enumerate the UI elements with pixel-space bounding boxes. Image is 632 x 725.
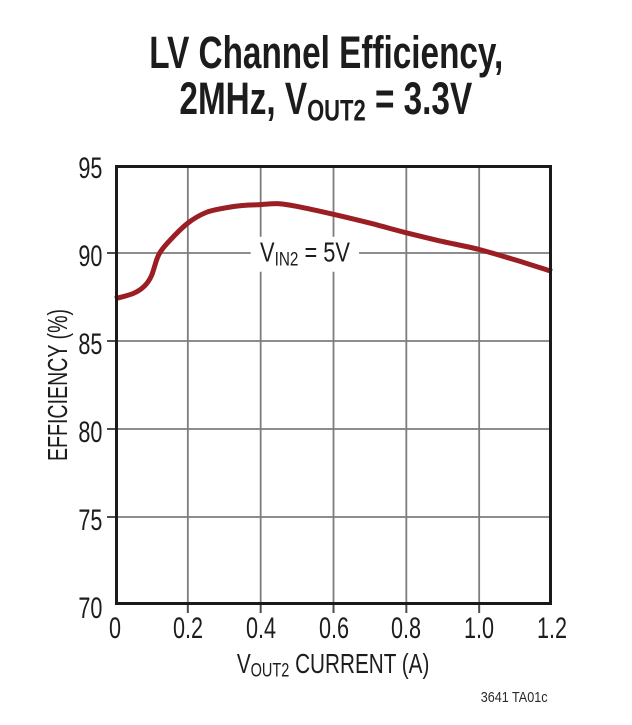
x-tick-label: 0.4 [245,612,276,645]
y-tick-label: 80 [77,416,102,449]
x-tick-label: 1.2 [536,612,568,645]
series-annotation: VIN2 = 5V [250,236,360,272]
chart-title: LV Channel Efficiency, 2MHz, VOUT2 = 3.3… [20,30,632,135]
chart-title-line2-text: 2MHz, VOUT2 = 3.3V [180,76,473,135]
title-vout-value: = 3.3V [365,73,473,124]
xlabel-vout-symbol: V [237,648,252,679]
y-tick-label: 70 [77,592,102,625]
plot-canvas [107,165,553,613]
efficiency-curve [114,201,553,302]
x-tick-label: 0.6 [318,612,349,645]
x-tick-label: 1.0 [464,612,495,645]
chart-title-line2: 2MHz, VOUT2 = 3.3V [20,76,632,135]
title-vout-subscript: OUT2 [307,94,366,128]
annotation-vin-value: = 5V [298,236,350,268]
x-axis-tick-labels: 0 0.2 0.4 0.6 0.8 1.0 1.2 [109,612,567,646]
plot-frame [115,165,552,605]
y-axis-tick-labels: 95 90 85 80 75 70 [30,152,102,625]
x-tick-label: 0.2 [172,612,203,645]
y-tick-label: 95 [77,152,102,185]
x-axis-title: VOUT2 CURRENT (A) [115,648,552,683]
chart-title-line1: LV Channel Efficiency, [20,30,632,76]
y-tick-label: 75 [77,504,102,537]
xlabel-vout-subscript: OUT2 [251,659,290,682]
xlabel-current-text: CURRENT (A) [289,648,430,679]
x-axis-title-text: VOUT2 CURRENT (A) [237,648,430,683]
chart-title-line1-text: LV Channel Efficiency, [148,27,504,78]
title-vout-symbol: 2MHz, V [179,73,308,124]
annotation-vin-subscript: IN2 [274,248,299,271]
y-tick-label: 85 [77,328,102,361]
figure-number: 3641 TA01c [481,689,548,706]
plot-area: VIN2 = 5V [107,165,553,613]
y-tick-label: 90 [77,240,102,273]
annotation-vin-symbol: V [260,236,275,268]
x-tick-label: 0 [108,612,122,645]
x-tick-label: 0.8 [391,612,422,645]
